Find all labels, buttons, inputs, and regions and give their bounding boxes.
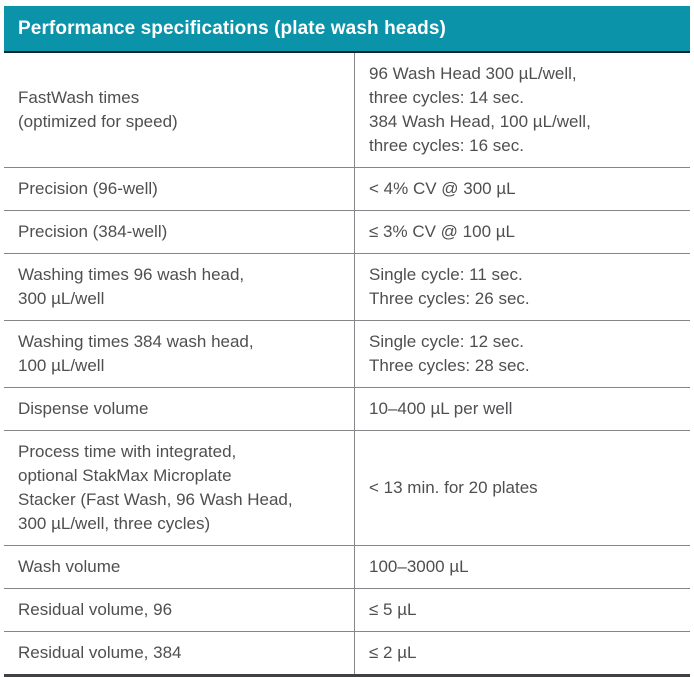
table-row: Precision (384-well) ≤ 3% CV @ 100 µL bbox=[4, 211, 690, 254]
table-row: FastWash times (optimized for speed) 96 … bbox=[4, 53, 690, 168]
spec-name: Washing times 384 wash head, 100 µL/well bbox=[4, 321, 355, 387]
performance-spec-table: Performance specifications (plate wash h… bbox=[4, 6, 690, 677]
spec-value: ≤ 3% CV @ 100 µL bbox=[369, 222, 516, 241]
spec-value: < 4% CV @ 300 µL bbox=[369, 179, 516, 198]
table-row: Process time with integrated, optional S… bbox=[4, 431, 690, 546]
spec-name: Wash volume bbox=[4, 546, 355, 588]
table-row: Wash volume 100–3000 µL bbox=[4, 546, 690, 589]
spec-name: Precision (96-well) bbox=[4, 168, 355, 210]
spec-name: Process time with integrated, optional S… bbox=[4, 431, 355, 545]
spec-value: Single cycle: 11 sec. Three cycles: 26 s… bbox=[369, 265, 530, 308]
table-body: FastWash times (optimized for speed) 96 … bbox=[4, 53, 690, 674]
table-row: Dispense volume 10–400 µL per well bbox=[4, 388, 690, 431]
spec-name: Washing times 96 wash head, 300 µL/well bbox=[4, 254, 355, 320]
spec-name: Residual volume, 96 bbox=[4, 589, 355, 631]
spec-name: Dispense volume bbox=[4, 388, 355, 430]
table-row: Precision (96-well) < 4% CV @ 300 µL bbox=[4, 168, 690, 211]
spec-value: Single cycle: 12 sec. Three cycles: 28 s… bbox=[369, 332, 530, 375]
spec-name: Precision (384-well) bbox=[4, 211, 355, 253]
spec-name: Residual volume, 384 bbox=[4, 632, 355, 674]
spec-value: < 13 min. for 20 plates bbox=[369, 478, 538, 497]
table-row: Washing times 384 wash head, 100 µL/well… bbox=[4, 321, 690, 388]
table-row: Washing times 96 wash head, 300 µL/well … bbox=[4, 254, 690, 321]
spec-value: 100–3000 µL bbox=[369, 557, 469, 576]
spec-value: 10–400 µL per well bbox=[369, 399, 513, 418]
spec-value: 96 Wash Head 300 µL/well, three cycles: … bbox=[369, 64, 591, 155]
spec-value: ≤ 2 µL bbox=[369, 643, 417, 662]
spec-name: FastWash times (optimized for speed) bbox=[4, 53, 355, 167]
table-title: Performance specifications (plate wash h… bbox=[4, 6, 690, 53]
spec-value: ≤ 5 µL bbox=[369, 600, 417, 619]
table-row: Residual volume, 384 ≤ 2 µL bbox=[4, 632, 690, 674]
table-row: Residual volume, 96 ≤ 5 µL bbox=[4, 589, 690, 632]
